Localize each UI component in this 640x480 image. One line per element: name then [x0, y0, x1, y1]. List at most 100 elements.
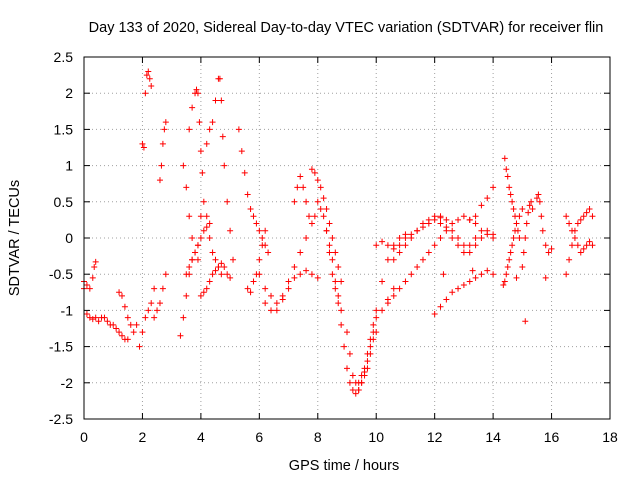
- data-point: [449, 227, 456, 234]
- data-point: [146, 75, 153, 82]
- data-point: [460, 249, 467, 256]
- data-point: [455, 235, 462, 241]
- data-point: [189, 104, 196, 111]
- series-arc-10h-a: [373, 213, 444, 252]
- data-point: [373, 329, 380, 336]
- series-arc-4h-b: [197, 260, 234, 299]
- data-point: [323, 227, 330, 234]
- data-point: [437, 235, 444, 241]
- data-point: [162, 271, 169, 278]
- data-point: [466, 216, 473, 223]
- data-point: [221, 263, 228, 270]
- data-point: [512, 227, 519, 234]
- data-point: [320, 195, 327, 202]
- data-point: [303, 267, 310, 274]
- data-point: [151, 285, 158, 292]
- data-point: [574, 220, 581, 227]
- data-point: [529, 206, 536, 213]
- data-point: [193, 86, 200, 93]
- data-point: [367, 336, 374, 343]
- data-point: [308, 166, 315, 173]
- series-arc-early-3: [116, 289, 140, 336]
- data-point: [484, 195, 491, 202]
- data-point: [227, 274, 234, 281]
- grid: [84, 57, 610, 419]
- data-point: [177, 332, 184, 339]
- data-point: [490, 235, 497, 241]
- data-point: [199, 169, 206, 176]
- data-point: [224, 198, 231, 205]
- data-point: [203, 140, 210, 147]
- data-point: [273, 307, 280, 314]
- data-point: [589, 242, 596, 249]
- data-point: [370, 321, 377, 328]
- x-tick-label: 8: [314, 429, 322, 445]
- data-point: [197, 148, 204, 155]
- data-point: [262, 300, 269, 307]
- data-point: [516, 235, 523, 241]
- data-point: [308, 220, 315, 227]
- data-point: [355, 379, 362, 386]
- data-point: [332, 278, 339, 285]
- data-point: [506, 256, 513, 263]
- data-point: [326, 220, 333, 227]
- data-point: [364, 350, 371, 357]
- data-point: [256, 227, 263, 234]
- data-point: [414, 227, 421, 234]
- y-tick-label: 1: [65, 158, 73, 174]
- data-point: [250, 213, 257, 220]
- data-point: [197, 213, 204, 220]
- data-point: [384, 242, 391, 249]
- series-arc-9h-b: [355, 231, 409, 386]
- data-point: [431, 311, 438, 318]
- x-axis-label: GPS time / hours: [289, 458, 399, 474]
- data-point: [206, 278, 213, 285]
- series-arc-5h-a: [235, 126, 272, 256]
- data-point: [244, 191, 251, 198]
- data-point: [86, 314, 93, 321]
- data-point: [490, 184, 497, 191]
- data-point: [563, 271, 570, 278]
- data-point: [472, 242, 479, 249]
- data-point: [89, 316, 96, 323]
- data-points: [81, 68, 596, 397]
- data-point: [466, 242, 473, 249]
- data-point: [536, 198, 543, 205]
- data-point: [528, 198, 535, 205]
- data-point: [338, 307, 345, 314]
- data-point: [402, 235, 409, 241]
- data-point: [206, 126, 213, 133]
- data-point: [320, 213, 327, 220]
- data-point: [142, 314, 149, 321]
- data-point: [311, 213, 318, 220]
- data-point: [472, 235, 479, 241]
- data-point: [206, 220, 213, 227]
- data-point: [507, 249, 514, 256]
- series-arc-8h-b: [323, 227, 380, 397]
- data-point: [519, 263, 526, 270]
- data-point: [140, 144, 147, 151]
- data-point: [472, 274, 479, 281]
- data-point: [449, 289, 456, 296]
- data-point: [507, 191, 514, 198]
- data-point: [408, 271, 415, 278]
- data-point: [196, 119, 203, 126]
- data-point: [183, 184, 190, 191]
- data-point: [355, 387, 362, 394]
- series-arc-3h-c: [186, 86, 206, 176]
- series-arc-13h-a: [466, 184, 497, 223]
- data-point: [156, 300, 163, 307]
- y-tick-label: -1.5: [49, 339, 73, 355]
- x-tick-label: 4: [197, 429, 205, 445]
- data-point: [158, 162, 165, 169]
- data-point: [335, 292, 342, 299]
- data-point: [194, 242, 201, 249]
- x-tick-label: 0: [80, 429, 88, 445]
- data-point: [384, 256, 391, 263]
- data-point: [113, 325, 120, 332]
- data-point: [455, 216, 462, 223]
- data-point: [92, 258, 99, 265]
- data-point: [522, 235, 529, 241]
- data-point: [384, 300, 391, 307]
- data-point: [162, 119, 169, 126]
